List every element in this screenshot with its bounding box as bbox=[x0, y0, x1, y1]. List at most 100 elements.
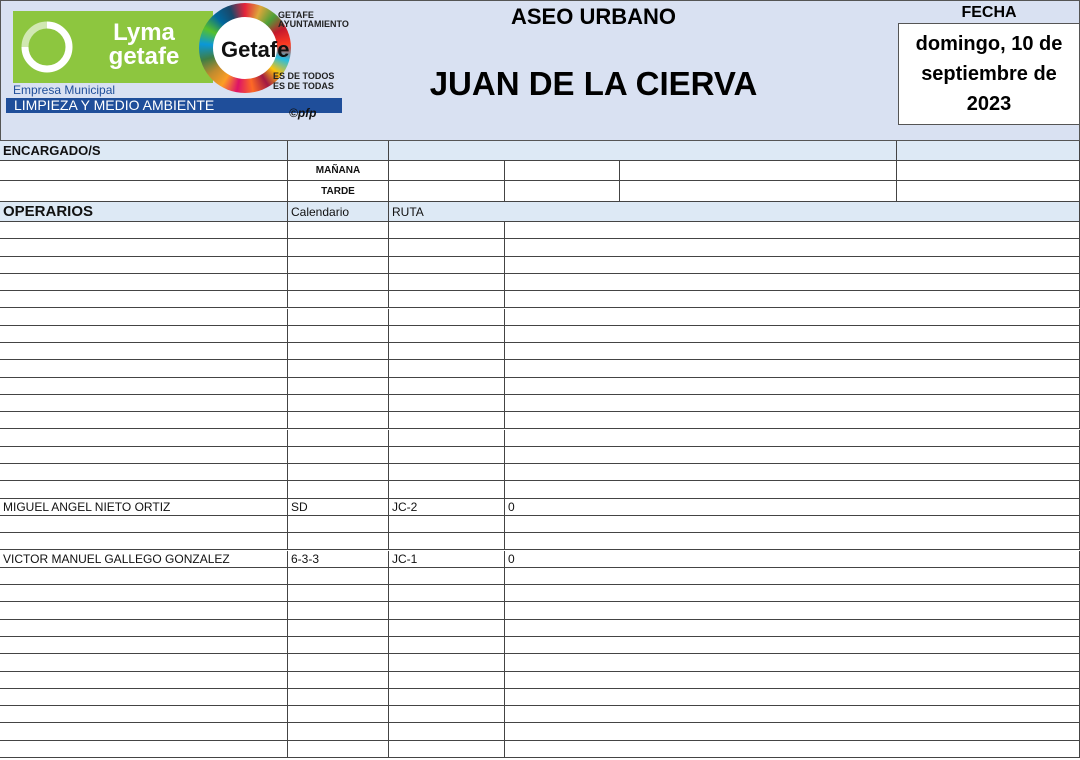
operario-name-cell[interactable] bbox=[0, 567, 288, 586]
operario-calendar-cell[interactable] bbox=[288, 343, 389, 361]
operario-calendar-cell[interactable] bbox=[288, 567, 389, 586]
operario-value-cell[interactable]: 0 bbox=[505, 550, 1080, 568]
operario-calendar-cell[interactable]: 6-3-3 bbox=[288, 550, 389, 568]
operario-route-cell[interactable] bbox=[389, 222, 505, 240]
operario-route-cell[interactable] bbox=[389, 481, 505, 499]
shift-cell[interactable] bbox=[505, 181, 620, 202]
shift-cell[interactable] bbox=[620, 161, 897, 181]
operario-value-cell[interactable] bbox=[505, 377, 1080, 395]
operario-name-cell[interactable] bbox=[0, 273, 288, 292]
operario-calendar-cell[interactable] bbox=[288, 706, 389, 724]
shift-cell[interactable] bbox=[897, 161, 1080, 181]
operario-calendar-cell[interactable] bbox=[288, 585, 389, 603]
encargado-cell[interactable] bbox=[389, 141, 897, 161]
operario-name-cell[interactable] bbox=[0, 740, 288, 758]
shift-cell[interactable] bbox=[620, 181, 897, 202]
operario-name-cell[interactable] bbox=[0, 688, 288, 707]
encargado-name-cell[interactable] bbox=[0, 181, 288, 202]
operario-name-cell[interactable] bbox=[0, 412, 288, 430]
operario-calendar-cell[interactable] bbox=[288, 360, 389, 378]
operario-route-cell[interactable] bbox=[389, 464, 505, 482]
operario-value-cell[interactable] bbox=[505, 671, 1080, 689]
operario-route-cell[interactable] bbox=[389, 256, 505, 274]
operario-name-cell[interactable]: MIGUEL ANGEL NIETO ORTIZ bbox=[0, 498, 288, 516]
operario-name-cell[interactable] bbox=[0, 360, 288, 378]
encargado-name-cell[interactable] bbox=[0, 161, 288, 181]
operario-calendar-cell[interactable] bbox=[288, 394, 389, 413]
operario-value-cell[interactable] bbox=[505, 602, 1080, 620]
encargado-cell[interactable] bbox=[897, 141, 1080, 161]
operario-name-cell[interactable] bbox=[0, 343, 288, 361]
operario-route-cell[interactable] bbox=[389, 291, 505, 309]
shift-cell[interactable] bbox=[897, 181, 1080, 202]
operario-route-cell[interactable] bbox=[389, 429, 505, 447]
operario-calendar-cell[interactable] bbox=[288, 688, 389, 707]
operario-route-cell[interactable] bbox=[389, 360, 505, 378]
operario-calendar-cell[interactable] bbox=[288, 481, 389, 499]
operario-value-cell[interactable] bbox=[505, 533, 1080, 551]
operario-calendar-cell[interactable] bbox=[288, 619, 389, 637]
operario-route-cell[interactable] bbox=[389, 654, 505, 672]
operario-name-cell[interactable] bbox=[0, 602, 288, 620]
operario-name-cell[interactable] bbox=[0, 291, 288, 309]
operario-calendar-cell[interactable] bbox=[288, 671, 389, 689]
operario-name-cell[interactable] bbox=[0, 637, 288, 655]
operario-name-cell[interactable] bbox=[0, 464, 288, 482]
shift-cell[interactable] bbox=[505, 161, 620, 181]
operario-route-cell[interactable] bbox=[389, 567, 505, 586]
operario-calendar-cell[interactable] bbox=[288, 256, 389, 274]
operario-value-cell[interactable] bbox=[505, 481, 1080, 499]
operario-value-cell[interactable] bbox=[505, 343, 1080, 361]
operario-name-cell[interactable]: VICTOR MANUEL GALLEGO GONZALEZ bbox=[0, 550, 288, 568]
operario-route-cell[interactable] bbox=[389, 602, 505, 620]
operario-name-cell[interactable] bbox=[0, 481, 288, 499]
operario-name-cell[interactable] bbox=[0, 222, 288, 240]
operario-route-cell[interactable] bbox=[389, 446, 505, 465]
operario-value-cell[interactable] bbox=[505, 688, 1080, 707]
operario-value-cell[interactable] bbox=[505, 585, 1080, 603]
operario-route-cell[interactable] bbox=[389, 343, 505, 361]
encargado-cell[interactable] bbox=[288, 141, 389, 161]
operario-calendar-cell[interactable] bbox=[288, 325, 389, 343]
operario-route-cell[interactable] bbox=[389, 239, 505, 257]
operario-name-cell[interactable] bbox=[0, 308, 288, 326]
shift-cell[interactable] bbox=[389, 181, 505, 202]
operario-value-cell[interactable] bbox=[505, 637, 1080, 655]
operario-name-cell[interactable] bbox=[0, 394, 288, 413]
operario-route-cell[interactable] bbox=[389, 688, 505, 707]
operario-value-cell[interactable] bbox=[505, 446, 1080, 465]
operario-name-cell[interactable] bbox=[0, 671, 288, 689]
operario-name-cell[interactable] bbox=[0, 533, 288, 551]
operario-calendar-cell[interactable] bbox=[288, 412, 389, 430]
operario-value-cell[interactable] bbox=[505, 222, 1080, 240]
operario-name-cell[interactable] bbox=[0, 585, 288, 603]
operario-calendar-cell[interactable]: SD bbox=[288, 498, 389, 516]
operario-value-cell[interactable] bbox=[505, 360, 1080, 378]
operario-route-cell[interactable] bbox=[389, 325, 505, 343]
operario-route-cell[interactable] bbox=[389, 515, 505, 534]
operario-name-cell[interactable] bbox=[0, 325, 288, 343]
operario-route-cell[interactable] bbox=[389, 619, 505, 637]
operario-name-cell[interactable] bbox=[0, 429, 288, 447]
operario-calendar-cell[interactable] bbox=[288, 222, 389, 240]
operario-route-cell[interactable] bbox=[389, 637, 505, 655]
operario-value-cell[interactable] bbox=[505, 394, 1080, 413]
operario-name-cell[interactable] bbox=[0, 619, 288, 637]
operario-calendar-cell[interactable] bbox=[288, 637, 389, 655]
operario-value-cell[interactable] bbox=[505, 567, 1080, 586]
operario-calendar-cell[interactable] bbox=[288, 291, 389, 309]
operario-name-cell[interactable] bbox=[0, 446, 288, 465]
operario-calendar-cell[interactable] bbox=[288, 446, 389, 465]
operario-calendar-cell[interactable] bbox=[288, 602, 389, 620]
operario-value-cell[interactable] bbox=[505, 654, 1080, 672]
operario-route-cell[interactable] bbox=[389, 723, 505, 741]
operario-value-cell[interactable] bbox=[505, 740, 1080, 758]
operario-value-cell[interactable]: 0 bbox=[505, 498, 1080, 516]
operario-value-cell[interactable] bbox=[505, 256, 1080, 274]
operario-value-cell[interactable] bbox=[505, 723, 1080, 741]
shift-cell[interactable] bbox=[389, 161, 505, 181]
operario-calendar-cell[interactable] bbox=[288, 723, 389, 741]
operario-route-cell[interactable] bbox=[389, 273, 505, 292]
operario-route-cell[interactable] bbox=[389, 706, 505, 724]
operario-name-cell[interactable] bbox=[0, 377, 288, 395]
